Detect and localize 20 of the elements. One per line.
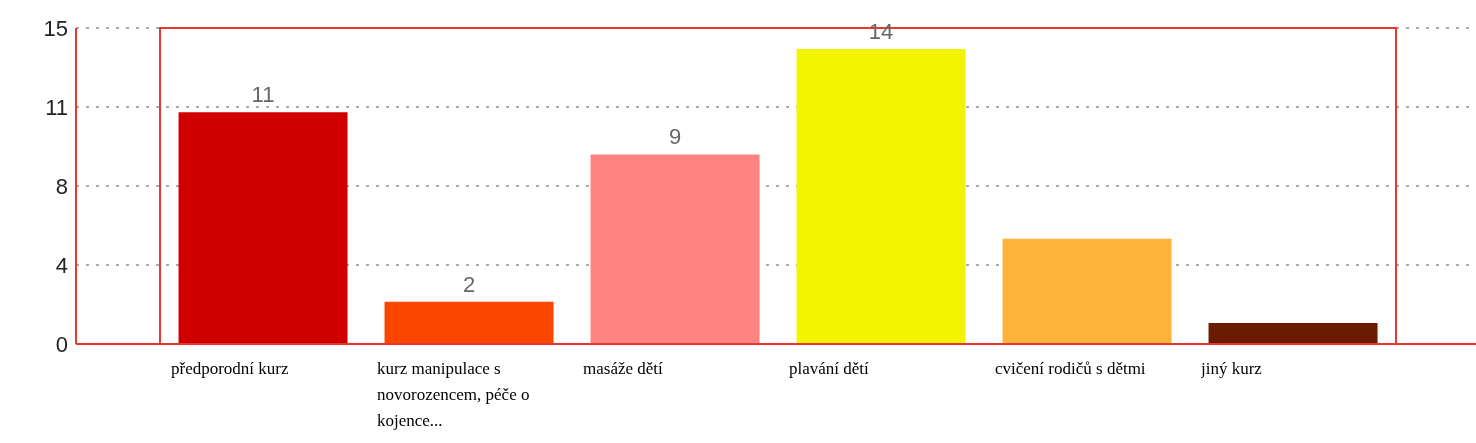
bar xyxy=(1208,322,1378,344)
x-tick-label: jiný kurz xyxy=(1201,358,1263,380)
bar xyxy=(384,301,554,344)
y-tick-label: 8 xyxy=(55,173,68,199)
x-tick-label: kurz manipulace s novorozencem, péče o kojence... xyxy=(377,358,531,432)
bar xyxy=(796,49,966,344)
x-tick-label: předporodní kurz xyxy=(171,358,290,380)
bar xyxy=(590,154,760,344)
x-tick-label: cvičení rodičů s dětmi xyxy=(995,358,1147,380)
x-tick-label: plavání dětí xyxy=(789,358,870,380)
data-label: 11 xyxy=(251,82,275,108)
bar xyxy=(178,112,348,344)
y-tick-label: 4 xyxy=(55,252,68,278)
bar xyxy=(1002,238,1172,344)
y-tick-label: 15 xyxy=(43,15,68,41)
y-tick-label: 0 xyxy=(55,331,68,357)
x-tick-label: masáže dětí xyxy=(583,358,664,380)
data-label: 2 xyxy=(462,271,476,297)
data-label: 9 xyxy=(668,124,682,150)
y-tick-label: 11 xyxy=(45,94,68,120)
